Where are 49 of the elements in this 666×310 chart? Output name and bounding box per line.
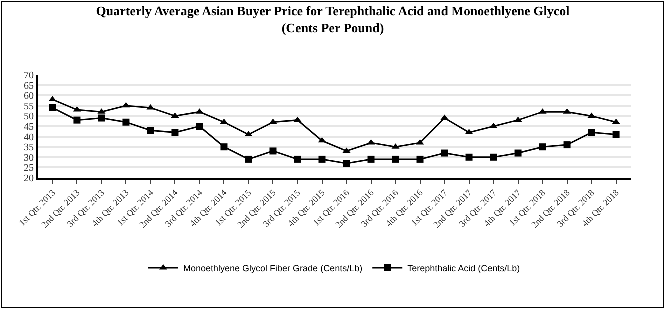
point: [588, 129, 596, 136]
point: [245, 156, 252, 163]
point: [343, 160, 350, 168]
point: [294, 156, 302, 163]
point: [270, 148, 277, 155]
point: [269, 118, 278, 124]
y-tick-label: 30: [24, 152, 34, 164]
y-tick-label: 50: [24, 112, 34, 123]
point: [440, 114, 449, 120]
chart-title: Quarterly Average Asian Buyer Price for Terephthalic Acid and Monoethlyene Glycol (Cents Per Pound): [96, 4, 570, 36]
point: [220, 118, 228, 124]
y-tick-label: 20: [24, 174, 34, 184]
point: [147, 127, 154, 134]
legend-label: Monoethlyene Glycol Fiber Grade (Cents/Lb): [184, 264, 363, 274]
point: [49, 104, 56, 112]
point: [490, 154, 498, 161]
point: [74, 116, 81, 124]
point: [368, 156, 375, 163]
point: [564, 142, 571, 149]
point: [466, 154, 473, 161]
legend-label: Terephthalic Acid (Cents/Lb): [408, 264, 520, 274]
point: [220, 144, 228, 151]
point: [294, 116, 302, 122]
y-tick-label: 45: [24, 122, 34, 133]
y-tick-label: 40: [24, 132, 34, 144]
point: [367, 139, 376, 145]
point: [318, 156, 326, 163]
y-tick-label: 35: [24, 142, 34, 154]
point: [416, 156, 424, 163]
point: [514, 116, 522, 122]
y-tick-label: 70: [24, 70, 34, 82]
point: [392, 156, 400, 163]
point: [318, 137, 326, 143]
point: [514, 150, 522, 157]
point: [441, 150, 448, 157]
point: [146, 104, 155, 110]
point: [98, 114, 106, 122]
point: [416, 139, 424, 145]
y-tick-label: 55: [24, 101, 34, 112]
point: [122, 118, 130, 126]
point: [196, 123, 204, 130]
point: [612, 118, 620, 124]
y-tick-label: 65: [24, 80, 34, 92]
point: [122, 102, 130, 108]
y-tick-label: 25: [24, 163, 34, 174]
point: [539, 144, 546, 151]
point: [172, 129, 179, 136]
y-tick-label: 60: [24, 91, 34, 102]
point: [612, 131, 620, 138]
